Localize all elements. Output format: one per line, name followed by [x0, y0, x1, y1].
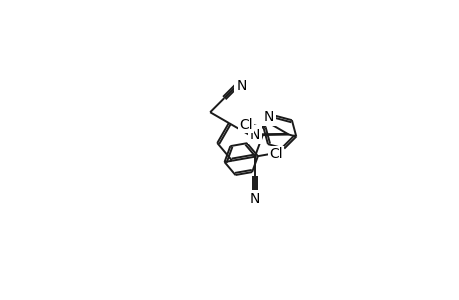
Text: N: N	[236, 79, 246, 93]
Text: N: N	[249, 128, 260, 142]
Text: Cl: Cl	[238, 118, 252, 132]
Text: N: N	[263, 110, 274, 124]
Text: N: N	[249, 192, 259, 206]
Text: Cl: Cl	[269, 147, 282, 161]
